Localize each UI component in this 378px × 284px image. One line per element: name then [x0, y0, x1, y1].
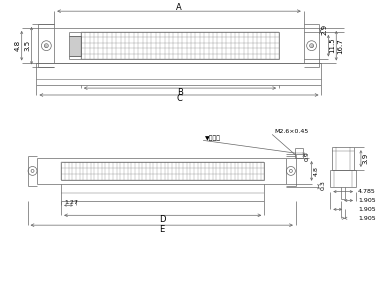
Text: 11.5: 11.5 — [329, 38, 335, 53]
Text: B: B — [177, 87, 183, 97]
Text: 4.785: 4.785 — [358, 189, 376, 194]
Text: 16.7: 16.7 — [337, 38, 343, 54]
Text: 3.5: 3.5 — [25, 40, 31, 51]
Text: 2.9: 2.9 — [321, 24, 327, 36]
Text: C: C — [176, 95, 182, 103]
Text: 1.905: 1.905 — [358, 198, 376, 203]
Text: 4.8: 4.8 — [314, 166, 319, 176]
Text: 0.9: 0.9 — [305, 151, 310, 161]
Bar — [69, 36, 81, 56]
Text: M2.6×0.45: M2.6×0.45 — [274, 129, 308, 134]
Text: 1.905: 1.905 — [358, 216, 376, 221]
Text: E: E — [159, 225, 164, 234]
Text: 3.9: 3.9 — [363, 153, 369, 164]
Text: 0.3: 0.3 — [321, 180, 325, 190]
Text: 1.27: 1.27 — [64, 200, 78, 205]
Text: 4.8: 4.8 — [15, 40, 21, 51]
Text: ▼印表示: ▼印表示 — [205, 135, 221, 141]
Text: 1.905: 1.905 — [358, 207, 376, 212]
Text: A: A — [176, 3, 182, 12]
Text: D: D — [160, 215, 166, 224]
